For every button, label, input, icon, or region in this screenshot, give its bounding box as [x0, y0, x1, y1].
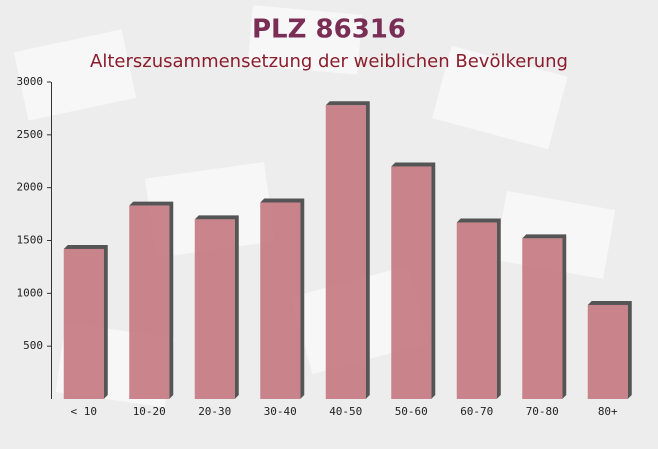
- bar: [129, 205, 170, 399]
- x-tick-label: 40-50: [329, 405, 362, 418]
- x-tick-label: 10-20: [133, 405, 166, 418]
- x-tick-label: 80+: [598, 405, 618, 418]
- x-tick-label: 60-70: [460, 405, 493, 418]
- y-tick-label: 500: [23, 339, 43, 352]
- chart-subtitle: Alterszusammensetzung der weiblichen Bev…: [90, 51, 568, 72]
- x-tick-label: < 10: [71, 405, 98, 418]
- bar: [325, 105, 366, 399]
- y-tick-label: 2000: [17, 181, 44, 194]
- x-tick-label: 30-40: [264, 405, 297, 418]
- bar: [260, 202, 301, 399]
- bar: [522, 238, 563, 399]
- y-tick-label: 2500: [17, 128, 44, 141]
- bar: [194, 219, 235, 399]
- y-tick-label: 1000: [17, 286, 44, 299]
- chart-title: PLZ 86316: [252, 15, 406, 45]
- bar: [456, 222, 497, 399]
- x-tick-label: 20-30: [198, 405, 231, 418]
- y-tick-label: 3000: [17, 75, 44, 88]
- bar: [587, 304, 628, 399]
- x-tick-label: 70-80: [526, 405, 559, 418]
- bar: [63, 248, 104, 399]
- bar: [391, 166, 432, 399]
- y-tick-label: 1500: [17, 234, 44, 247]
- x-tick-label: 50-60: [395, 405, 428, 418]
